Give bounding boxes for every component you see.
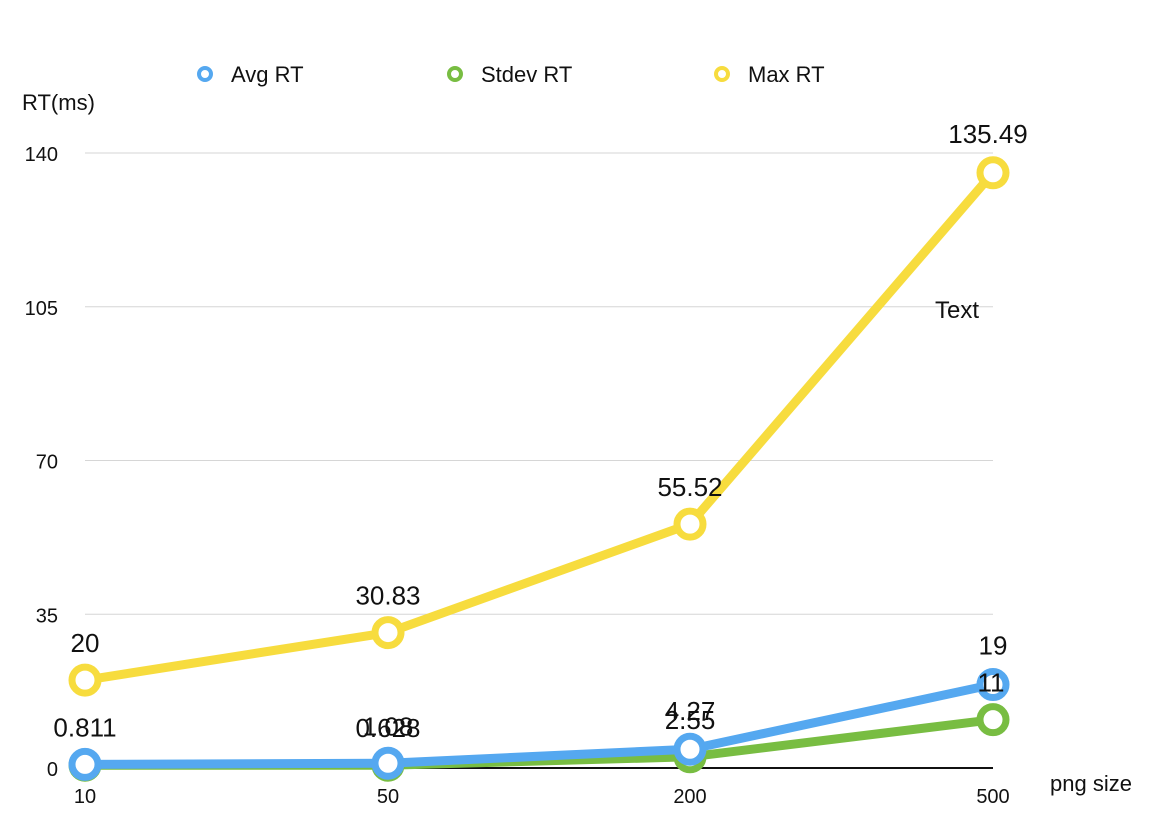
data-point	[68, 663, 102, 697]
data-point	[673, 732, 707, 766]
x-tick-label: 200	[673, 786, 706, 808]
y-tick-label: 140	[25, 144, 58, 166]
y-tick-label: 35	[36, 605, 58, 627]
series-line	[80, 680, 998, 769]
y-axis-ticks: 0 35 70 105 140	[25, 144, 58, 781]
data-label: 11	[978, 668, 1005, 698]
y-tick-label: 0	[47, 759, 58, 781]
y-axis-title: RT(ms)	[22, 90, 95, 115]
series-group	[68, 156, 1010, 782]
legend-label: Max RT	[748, 62, 825, 87]
x-axis-title: png size	[1050, 771, 1132, 796]
legend: Avg RT Stdev RT Max RT	[197, 62, 825, 87]
data-point	[976, 668, 1010, 702]
grid-lines	[85, 152, 993, 615]
data-label: 1.08	[363, 711, 414, 741]
data-point	[976, 703, 1010, 737]
data-label: 0.811	[53, 712, 116, 742]
data-label: 19	[979, 631, 1008, 661]
x-tick-label: 500	[976, 786, 1009, 808]
data-point	[976, 156, 1010, 190]
data-label: 135.49	[948, 119, 1028, 149]
legend-label: Avg RT	[231, 62, 304, 87]
y-tick-label: 70	[36, 452, 58, 474]
data-label: 20	[71, 628, 100, 658]
series-line	[80, 168, 998, 685]
x-axis-ticks: 10 50 200 500	[74, 786, 1010, 808]
legend-marker	[714, 66, 730, 82]
data-label: 0.628	[355, 713, 420, 743]
data-label: 55.52	[657, 472, 722, 502]
x-tick-label: 50	[377, 786, 399, 808]
data-label: 30.83	[355, 581, 420, 611]
data-label: 4.27	[665, 696, 716, 726]
data-point	[68, 747, 102, 781]
legend-marker	[197, 66, 213, 82]
x-tick-label: 10	[74, 786, 96, 808]
data-point	[371, 746, 405, 780]
annotation-text: Text	[935, 297, 979, 324]
y-tick-label: 105	[25, 298, 58, 320]
data-label: 2.55	[665, 705, 716, 735]
legend-marker	[447, 66, 463, 82]
data-point	[371, 616, 405, 650]
legend-label: Stdev RT	[481, 62, 572, 87]
data-labels: 0.811 1.08 4.27 19 0.628 2.55 11 20 30.83 55.52 13…	[53, 119, 1027, 743]
data-point	[673, 507, 707, 541]
